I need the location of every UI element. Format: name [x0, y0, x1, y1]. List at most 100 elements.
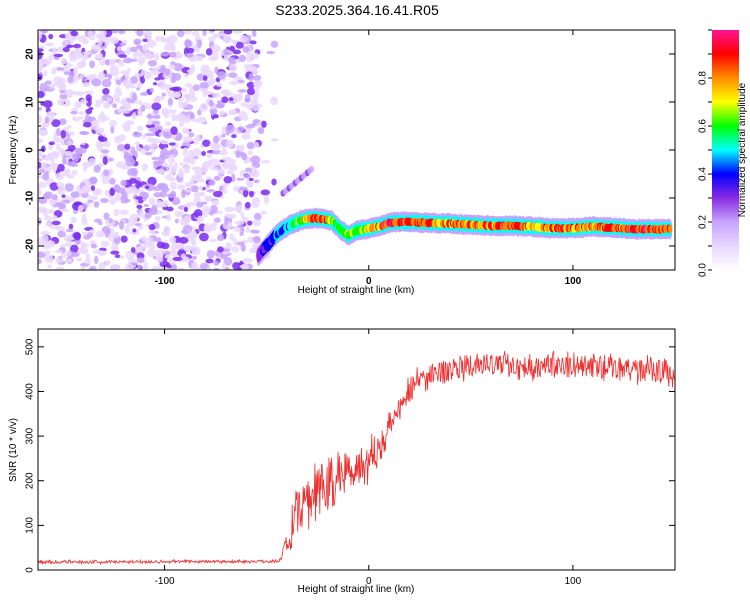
- noise-blob: [235, 144, 241, 153]
- noise-blob: [72, 115, 77, 121]
- noise-blob: [197, 215, 205, 222]
- colorbar: 0.0 0.2 0.4 0.6 0.8 Normalized spectral ampl…: [698, 29, 748, 277]
- noise-blob: [192, 250, 201, 256]
- noise-blob: [212, 92, 221, 98]
- noise-blob: [160, 52, 170, 57]
- noise-blob: [212, 190, 223, 198]
- noise-blob: [130, 246, 136, 253]
- noise-blob: [237, 125, 245, 133]
- noise-blob: [115, 96, 121, 104]
- noise-blob: [246, 56, 253, 63]
- noise-blob: [177, 97, 185, 101]
- noise-blob: [138, 111, 143, 117]
- noise-blob: [233, 237, 238, 246]
- noise-blob: [174, 218, 179, 224]
- noise-blob: [229, 80, 240, 86]
- noise-blob: [138, 100, 143, 106]
- noise-blob: [95, 140, 103, 148]
- noise-blob: [112, 103, 118, 109]
- noise-blob: [252, 119, 260, 124]
- noise-blob: [229, 45, 236, 52]
- noise-blob: [177, 267, 185, 270]
- ridge-cell: [667, 224, 673, 233]
- noise-blob: [38, 138, 44, 144]
- noise-blob: [247, 150, 254, 155]
- noise-blob: [221, 133, 226, 138]
- noise-blob: [221, 96, 229, 104]
- noise-blob: [148, 207, 158, 216]
- noise-blob: [154, 216, 161, 222]
- noise-blob: [87, 116, 96, 122]
- noise-blob: [178, 119, 184, 128]
- noise-blob: [234, 220, 245, 226]
- noise-blob: [244, 201, 251, 209]
- noise-blob: [136, 87, 141, 91]
- noise-blob: [270, 96, 279, 106]
- noise-blob: [108, 177, 116, 185]
- noise-blob: [188, 132, 195, 138]
- noise-blob: [38, 189, 42, 197]
- noise-blob: [40, 122, 49, 128]
- noise-blob: [183, 169, 191, 174]
- noise-blob: [102, 87, 110, 95]
- noise-blob: [56, 226, 66, 232]
- noise-blob: [62, 157, 67, 165]
- noise-blob: [243, 64, 253, 69]
- noise-blob: [156, 168, 165, 175]
- noise-blob: [104, 259, 111, 266]
- noise-blob: [116, 45, 122, 52]
- noise-blob: [38, 31, 42, 41]
- noise-blob: [222, 187, 228, 194]
- noise-blob: [38, 106, 43, 111]
- noise-blob: [44, 171, 50, 176]
- noise-blob: [182, 129, 190, 134]
- noise-blob: [145, 124, 156, 129]
- noise-blob: [93, 164, 101, 173]
- noise-blob: [206, 189, 215, 193]
- noise-blob: [57, 98, 65, 106]
- noise-blob: [50, 151, 60, 157]
- noise-blob: [168, 250, 176, 256]
- noise-blob: [46, 240, 56, 248]
- noise-blob: [57, 230, 66, 238]
- noise-blob: [58, 118, 67, 126]
- noise-blob: [163, 131, 172, 139]
- noise-blob: [232, 93, 241, 103]
- noise-blob: [199, 102, 209, 112]
- noise-blob: [147, 121, 153, 126]
- noise-blob: [160, 138, 165, 144]
- noise-blob: [147, 176, 157, 186]
- noise-blob: [242, 189, 249, 198]
- noise-blob: [38, 73, 43, 81]
- noise-blob: [208, 36, 216, 42]
- snr-ticks: -100 0 100 0 100 200 300 400 500: [25, 329, 675, 587]
- noise-blob: [199, 82, 209, 89]
- noise-blob: [90, 243, 98, 249]
- noise-blob: [54, 249, 63, 254]
- noise-blob: [114, 193, 121, 202]
- noise-blob: [190, 185, 199, 193]
- noise-blob: [249, 52, 260, 60]
- noise-blob: [98, 74, 105, 80]
- noise-blob: [130, 167, 139, 177]
- noise-blob: [202, 30, 207, 37]
- noise-blob: [228, 63, 238, 72]
- noise-blob: [166, 164, 174, 168]
- noise-blob: [71, 36, 76, 41]
- noise-blob: [214, 66, 219, 75]
- noise-blob: [38, 69, 42, 73]
- noise-blob: [181, 256, 190, 262]
- colorbar-label: Normalized spectral amplitude: [737, 82, 748, 217]
- noise-blob: [201, 206, 212, 214]
- noise-blob: [160, 242, 170, 250]
- noise-blob: [151, 102, 162, 111]
- noise-blob: [135, 144, 140, 150]
- noise-blob: [190, 232, 198, 240]
- noise-blob: [196, 138, 203, 142]
- noise-blob: [211, 199, 220, 206]
- noise-blob: [67, 144, 76, 152]
- noise-blob: [65, 88, 73, 98]
- noise-blob: [214, 175, 221, 181]
- noise-blob: [167, 97, 173, 106]
